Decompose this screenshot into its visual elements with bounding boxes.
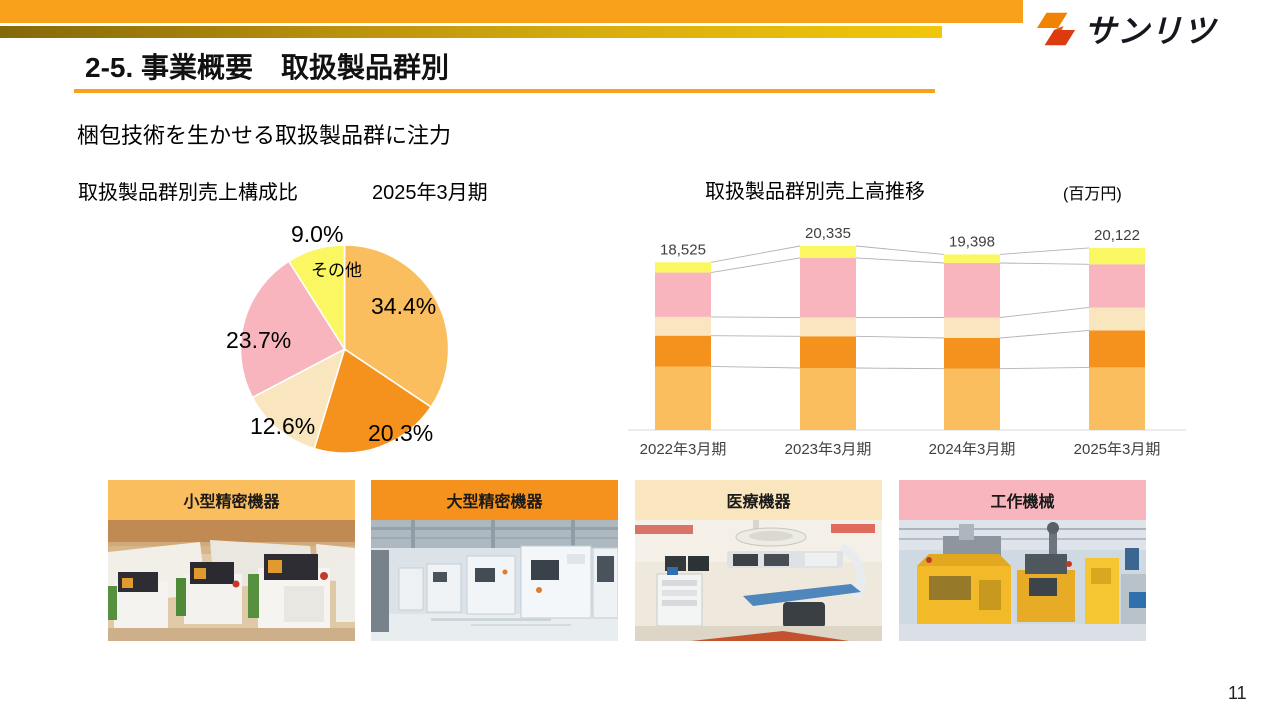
bar-chart-unit: (百万円) [1063, 186, 1122, 203]
pie-label-machine-tools: 23.7% [226, 327, 292, 353]
bar-segment [800, 246, 856, 258]
bar-segment [800, 368, 856, 430]
bar-total-label: 20,335 [805, 225, 851, 242]
gold-accent-bar [0, 26, 942, 38]
bar-segment [1089, 330, 1145, 368]
bar-segment [800, 336, 856, 368]
photo-electronics-assembly [108, 520, 355, 641]
bar-category-label: 2022年3月期 [640, 441, 727, 458]
pie-chart [239, 244, 450, 454]
series-line [710, 335, 801, 337]
pie-chart-period: 2025年3月期 [372, 182, 488, 204]
bar-segment [655, 366, 711, 430]
pie-slice [251, 347, 346, 450]
pie-label-large-precision: 20.3% [368, 420, 434, 446]
pie-chart-title: 取扱製品群別売上構成比 [78, 182, 298, 204]
series-line [710, 245, 801, 263]
bar-segment [800, 317, 856, 337]
series-line [855, 367, 945, 370]
page-title: 2-5. 事業概要 取扱製品群別 [85, 52, 450, 83]
series-line [855, 335, 945, 339]
card-header-medical: 医療機器 [635, 480, 882, 520]
photo-machine-tools [899, 520, 1146, 641]
bar-segment [655, 316, 711, 336]
sanritsu-logo-mark [1036, 12, 1076, 46]
pie-slice [313, 347, 433, 454]
bar-segment [1089, 307, 1145, 331]
photo-production-line [371, 520, 618, 641]
pie-label-medical: 12.6% [250, 413, 316, 439]
series-line [999, 366, 1090, 370]
top-orange-bar [0, 0, 1023, 23]
photo-operating-room [635, 520, 882, 641]
pie-slice [239, 260, 346, 399]
card-header-large-precision: 大型精密機器 [371, 480, 618, 520]
bar-segment [944, 338, 1000, 369]
product-card-small-precision: 小型精密機器 計測器、電子部品、各種 パーツ [108, 480, 355, 641]
series-line [999, 306, 1090, 318]
bar-segment [1089, 264, 1145, 308]
product-card-large-precision: 大型精密機器 無線通信機器、半導体製 造装置等 [371, 480, 618, 641]
bar-segment [655, 262, 711, 273]
bar-segment [944, 254, 1000, 263]
title-underline [74, 89, 935, 93]
series-line [710, 365, 801, 369]
page-number: 11 [1228, 683, 1247, 703]
series-line [855, 257, 945, 264]
series-line [710, 316, 801, 319]
logo-text: サンリツ [1084, 13, 1217, 49]
product-card-machine-tools: 工作機械 マシニングセンタ、金属加工 機器等 [899, 480, 1146, 641]
bar-total-label: 18,525 [660, 241, 706, 258]
series-line [855, 245, 945, 255]
bar-segment [944, 263, 1000, 318]
company-logo: サンリツ [1036, 6, 1216, 52]
bar-segment [800, 257, 856, 318]
bar-segment [655, 335, 711, 367]
card-header-machine-tools: 工作機械 [899, 480, 1146, 520]
bar-segment [944, 317, 1000, 338]
bar-category-label: 2024年3月期 [929, 441, 1016, 458]
card-header-small-precision: 小型精密機器 [108, 480, 355, 520]
series-line [999, 262, 1090, 265]
series-line [999, 329, 1090, 339]
pie-slice [343, 244, 450, 409]
pie-slice [287, 244, 346, 352]
bar-total-label: 19,398 [949, 233, 995, 250]
bar-segment [655, 272, 711, 317]
bar-category-label: 2023年3月期 [785, 441, 872, 458]
series-line [710, 257, 801, 274]
pie-label-small-precision: 34.4% [371, 293, 437, 319]
bar-total-label: 20,122 [1094, 227, 1140, 244]
bar-category-label: 2025年3月期 [1074, 441, 1161, 458]
stacked-bar-chart: 18,525 2022年3月期 20,335 2023年3月期 19,398 2024年3… [628, 225, 1186, 458]
bar-chart-title: 取扱製品群別売上高推移 [705, 181, 925, 203]
bar-segment [944, 368, 1000, 430]
series-line [999, 247, 1090, 255]
bar-segment [1089, 247, 1145, 265]
product-card-medical: 医療機器 カテーテル、ペースメーカー [635, 480, 882, 641]
pie-label-other-name: その他 [311, 261, 362, 280]
slide-subtitle: 梱包技術を生かせる取扱製品群に注力 [77, 123, 452, 148]
bar-segment [1089, 367, 1145, 430]
pie-label-other-pct: 9.0% [291, 221, 344, 247]
